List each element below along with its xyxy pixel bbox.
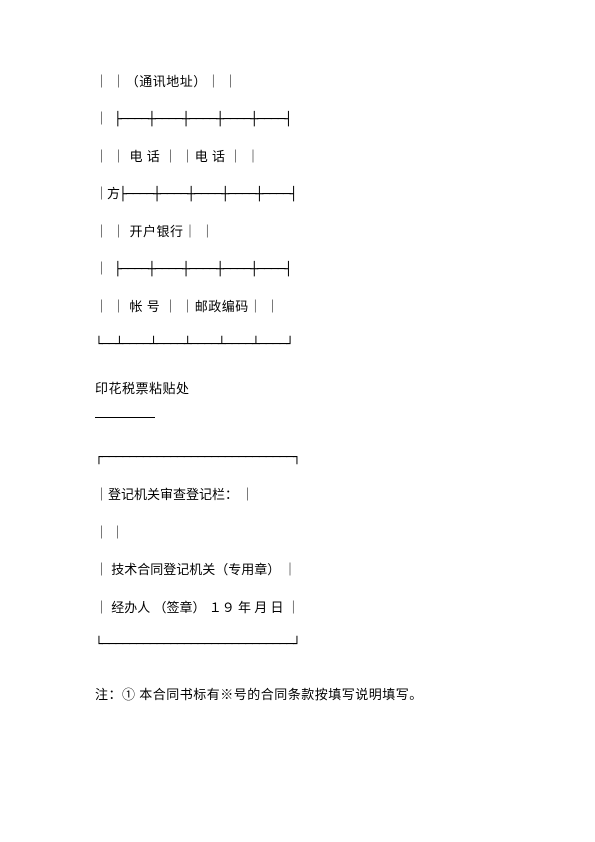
- separator-4: └──┴────┴────┴────┴────┴────┘: [95, 335, 500, 355]
- note-text: 注：① 本合同书标有※号的合同条款按填写说明填写。: [95, 685, 500, 705]
- box-bottom: └────────────────────────────┘: [95, 635, 500, 655]
- row-bank: ｜ ｜ 开户银行｜ ｜: [95, 222, 500, 242]
- row-phone: ｜ ｜ 电 话 ｜ ｜电 话 ｜ ｜: [95, 147, 500, 167]
- box-top: ┌────────────────────────────┐: [95, 448, 500, 468]
- stamp-underline: [95, 417, 155, 418]
- separator-3: ｜ ├────┼────┼────┼────┼────┤: [95, 260, 500, 280]
- separator-2: ｜方├────┼────┼────┼────┼────┤: [95, 185, 500, 205]
- registration-line2: ｜ ｜: [95, 523, 500, 543]
- registration-line3: ｜ 技术合同登记机关（专用章） ｜: [95, 560, 500, 580]
- registration-line1: ｜登记机关审查登记栏： ｜: [95, 485, 500, 505]
- separator-1: ｜ ├────┼────┼────┼────┼────┤: [95, 110, 500, 130]
- registration-line4: ｜ 经办人 （签章） １９ 年 月 日 ｜: [95, 598, 500, 618]
- row-address: ｜ ｜（通讯地址）｜ ｜: [95, 72, 500, 92]
- row-account: ｜ ｜ 帐 号 ｜ ｜邮政编码｜ ｜: [95, 297, 500, 317]
- stamp-title: 印花税票粘贴处: [95, 379, 500, 399]
